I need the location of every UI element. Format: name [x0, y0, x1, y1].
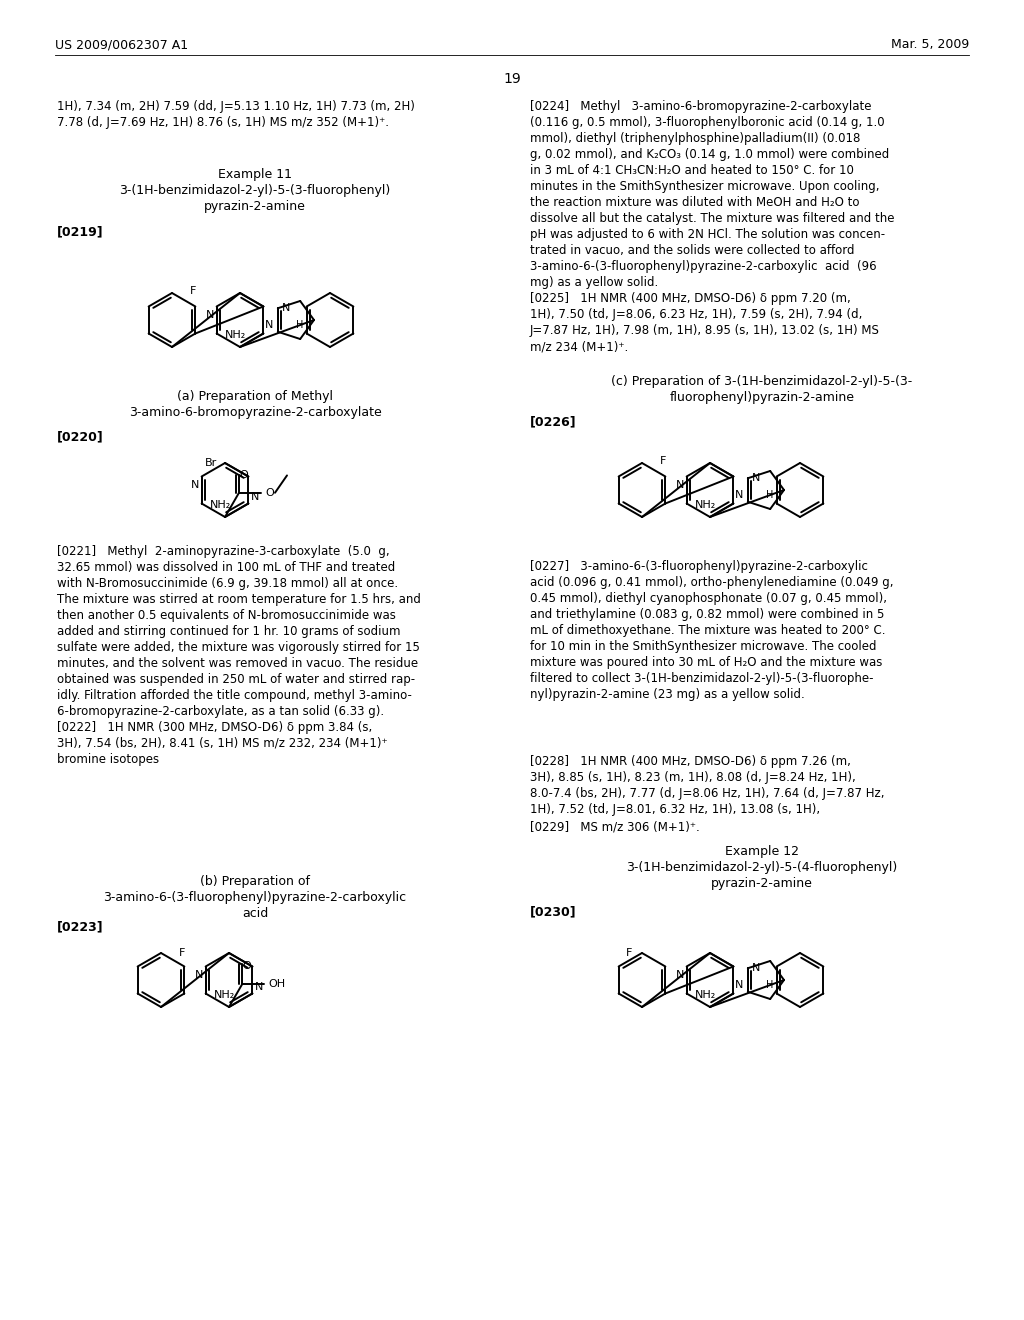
Text: Example 11: Example 11: [218, 168, 292, 181]
Text: [0223]: [0223]: [57, 920, 103, 933]
Text: Br: Br: [205, 458, 217, 469]
Text: H: H: [297, 319, 304, 330]
Text: O: O: [240, 470, 249, 479]
Text: F: F: [179, 949, 185, 958]
Text: (a) Preparation of Methyl
3-amino-6-bromopyrazine-2-carboxylate: (a) Preparation of Methyl 3-amino-6-brom…: [129, 389, 381, 418]
Text: 1H), 7.34 (m, 2H) 7.59 (dd, J=5.13 1.10 Hz, 1H) 7.73 (m, 2H)
7.78 (d, J=7.69 Hz,: 1H), 7.34 (m, 2H) 7.59 (dd, J=5.13 1.10 …: [57, 100, 415, 129]
Text: F: F: [660, 457, 667, 466]
Text: N: N: [752, 964, 760, 973]
Text: NH₂: NH₂: [214, 990, 234, 1001]
Text: [0221]   Methyl  2-aminopyrazine-3-carboxylate  (5.0  g,
32.65 mmol) was dissolv: [0221] Methyl 2-aminopyrazine-3-carboxyl…: [57, 545, 421, 766]
Text: Mar. 5, 2009: Mar. 5, 2009: [891, 38, 969, 51]
Text: N: N: [196, 970, 204, 981]
Text: N: N: [676, 970, 685, 981]
Text: H: H: [767, 979, 774, 990]
Text: [0228]   1H NMR (400 MHz, DMSO-D6) δ ppm 7.26 (m,
3H), 8.85 (s, 1H), 8.23 (m, 1H: [0228] 1H NMR (400 MHz, DMSO-D6) δ ppm 7…: [530, 755, 885, 816]
Text: H: H: [767, 490, 774, 500]
Text: N: N: [734, 981, 742, 990]
Text: [0224]   Methyl   3-amino-6-bromopyrazine-2-carboxylate
(0.116 g, 0.5 mmol), 3-f: [0224] Methyl 3-amino-6-bromopyrazine-2-…: [530, 100, 895, 352]
Text: [0229]   MS m/z 306 (M+1)⁺.: [0229] MS m/z 306 (M+1)⁺.: [530, 820, 699, 833]
Text: NH₂: NH₂: [224, 330, 246, 341]
Text: NH₂: NH₂: [210, 500, 230, 511]
Text: N: N: [254, 982, 263, 991]
Text: [0227]   3-amino-6-(3-fluorophenyl)pyrazine-2-carboxylic
acid (0.096 g, 0.41 mmo: [0227] 3-amino-6-(3-fluorophenyl)pyrazin…: [530, 560, 894, 701]
Text: F: F: [626, 948, 632, 958]
Text: [0219]: [0219]: [57, 224, 103, 238]
Text: (b) Preparation of
3-amino-6-(3-fluorophenyl)pyrazine-2-carboxylic
acid: (b) Preparation of 3-amino-6-(3-fluoroph…: [103, 875, 407, 920]
Text: (c) Preparation of 3-(1H-benzimidazol-2-yl)-5-(3-
fluorophenyl)pyrazin-2-amine: (c) Preparation of 3-(1H-benzimidazol-2-…: [611, 375, 912, 404]
Text: N: N: [282, 304, 290, 313]
Text: NH₂: NH₂: [694, 500, 716, 511]
Text: [0226]: [0226]: [530, 414, 577, 428]
Text: [0220]: [0220]: [57, 430, 103, 444]
Text: O: O: [265, 488, 273, 498]
Text: N: N: [251, 491, 259, 502]
Text: N: N: [264, 321, 272, 330]
Text: US 2009/0062307 A1: US 2009/0062307 A1: [55, 38, 188, 51]
Text: 19: 19: [503, 73, 521, 86]
Text: NH₂: NH₂: [694, 990, 716, 1001]
Text: O: O: [243, 961, 251, 972]
Text: [0230]: [0230]: [530, 906, 577, 917]
Text: N: N: [206, 310, 215, 321]
Text: N: N: [752, 474, 760, 483]
Text: N: N: [676, 480, 685, 491]
Text: 3-(1H-benzimidazol-2-yl)-5-(4-fluorophenyl)
pyrazin-2-amine: 3-(1H-benzimidazol-2-yl)-5-(4-fluorophen…: [627, 861, 898, 890]
Text: N: N: [191, 480, 200, 491]
Text: 3-(1H-benzimidazol-2-yl)-5-(3-fluorophenyl)
pyrazin-2-amine: 3-(1H-benzimidazol-2-yl)-5-(3-fluorophen…: [120, 183, 390, 213]
Text: N: N: [734, 491, 742, 500]
Text: Example 12: Example 12: [725, 845, 799, 858]
Text: F: F: [190, 286, 197, 297]
Text: OH: OH: [268, 979, 285, 990]
